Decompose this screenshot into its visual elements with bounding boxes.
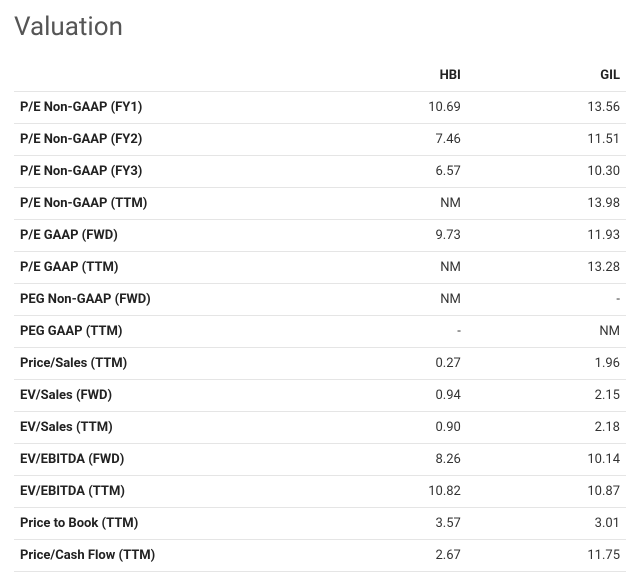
gil-cell: 10.30: [467, 156, 626, 188]
table-row: PEG Non-GAAP (FWD)NM-: [14, 284, 626, 316]
hbi-cell: -: [308, 316, 467, 348]
section-title: Valuation: [14, 12, 626, 42]
metric-cell: P/E Non-GAAP (FY3): [14, 156, 308, 188]
gil-cell: 11.75: [467, 540, 626, 572]
table-row: Price/Cash Flow (TTM)2.6711.75: [14, 540, 626, 572]
metric-cell: P/E GAAP (TTM): [14, 252, 308, 284]
metric-cell: EV/EBITDA (FWD): [14, 444, 308, 476]
metric-cell: EV/Sales (TTM): [14, 412, 308, 444]
table-row: P/E Non-GAAP (TTM)NM13.98: [14, 188, 626, 220]
hbi-cell: 10.69: [308, 92, 467, 124]
metric-cell: EV/EBITDA (TTM): [14, 476, 308, 508]
hbi-cell: 3.57: [308, 508, 467, 540]
metric-cell: Price/Cash Flow (TTM): [14, 540, 308, 572]
hbi-cell: NM: [308, 188, 467, 220]
metric-cell: PEG Non-GAAP (FWD): [14, 284, 308, 316]
hbi-cell: NM: [308, 252, 467, 284]
hbi-cell: 0.90: [308, 412, 467, 444]
table-row: PEG GAAP (TTM)-NM: [14, 316, 626, 348]
gil-cell: 1.96: [467, 348, 626, 380]
gil-cell: 13.98: [467, 188, 626, 220]
table-row: EV/EBITDA (FWD)8.2610.14: [14, 444, 626, 476]
table-row: P/E GAAP (TTM)NM13.28: [14, 252, 626, 284]
metric-cell: Price/Sales (TTM): [14, 348, 308, 380]
hbi-cell: 2.67: [308, 540, 467, 572]
metric-cell: P/E Non-GAAP (TTM): [14, 188, 308, 220]
valuation-table: HBI GIL P/E Non-GAAP (FY1)10.6913.56P/E …: [14, 60, 626, 572]
metric-cell: P/E Non-GAAP (FY1): [14, 92, 308, 124]
hbi-cell: 0.94: [308, 380, 467, 412]
gil-cell: -: [467, 284, 626, 316]
table-row: Price/Sales (TTM)0.271.96: [14, 348, 626, 380]
table-row: EV/Sales (TTM)0.902.18: [14, 412, 626, 444]
gil-cell: 10.14: [467, 444, 626, 476]
gil-cell: 3.01: [467, 508, 626, 540]
gil-cell: 2.15: [467, 380, 626, 412]
table-row: P/E GAAP (FWD)9.7311.93: [14, 220, 626, 252]
hbi-cell: 10.82: [308, 476, 467, 508]
metric-cell: P/E GAAP (FWD): [14, 220, 308, 252]
hbi-cell: 9.73: [308, 220, 467, 252]
table-row: P/E Non-GAAP (FY3)6.5710.30: [14, 156, 626, 188]
table-row: Price to Book (TTM)3.573.01: [14, 508, 626, 540]
gil-cell: 13.28: [467, 252, 626, 284]
hbi-cell: 7.46: [308, 124, 467, 156]
metric-cell: P/E Non-GAAP (FY2): [14, 124, 308, 156]
col-header-hbi: HBI: [308, 60, 467, 92]
hbi-cell: NM: [308, 284, 467, 316]
hbi-cell: 8.26: [308, 444, 467, 476]
gil-cell: 13.56: [467, 92, 626, 124]
table-row: EV/Sales (FWD)0.942.15: [14, 380, 626, 412]
gil-cell: 2.18: [467, 412, 626, 444]
gil-cell: 11.51: [467, 124, 626, 156]
col-header-gil: GIL: [467, 60, 626, 92]
table-row: EV/EBITDA (TTM)10.8210.87: [14, 476, 626, 508]
hbi-cell: 0.27: [308, 348, 467, 380]
hbi-cell: 6.57: [308, 156, 467, 188]
gil-cell: 10.87: [467, 476, 626, 508]
col-header-metric: [14, 60, 308, 92]
metric-cell: PEG GAAP (TTM): [14, 316, 308, 348]
table-row: P/E Non-GAAP (FY1)10.6913.56: [14, 92, 626, 124]
metric-cell: Price to Book (TTM): [14, 508, 308, 540]
gil-cell: NM: [467, 316, 626, 348]
table-row: P/E Non-GAAP (FY2)7.4611.51: [14, 124, 626, 156]
table-header-row: HBI GIL: [14, 60, 626, 92]
gil-cell: 11.93: [467, 220, 626, 252]
metric-cell: EV/Sales (FWD): [14, 380, 308, 412]
